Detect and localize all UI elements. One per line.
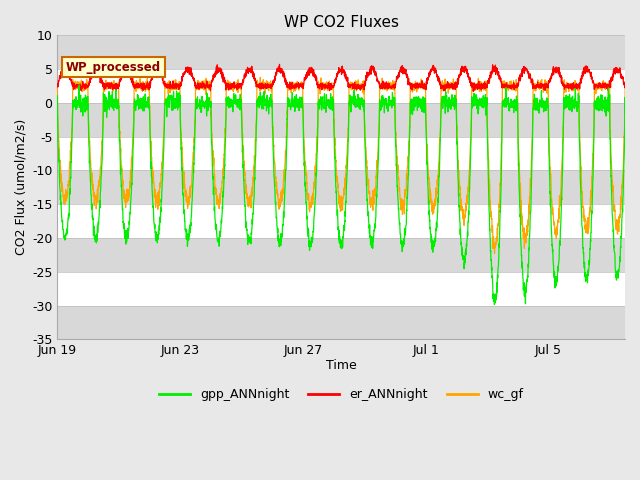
X-axis label: Time: Time [326,359,356,372]
Bar [58,238,625,272]
Title: WP CO2 Fluxes: WP CO2 Fluxes [284,15,399,30]
Legend: gpp_ANNnight, er_ANNnight, wc_gf: gpp_ANNnight, er_ANNnight, wc_gf [154,383,529,406]
Bar [58,103,625,137]
Text: WP_processed: WP_processed [66,61,161,74]
Bar [58,170,625,204]
Y-axis label: CO2 Flux (umol/m2/s): CO2 Flux (umol/m2/s) [15,119,28,255]
Bar [58,36,625,69]
Bar [58,306,625,339]
